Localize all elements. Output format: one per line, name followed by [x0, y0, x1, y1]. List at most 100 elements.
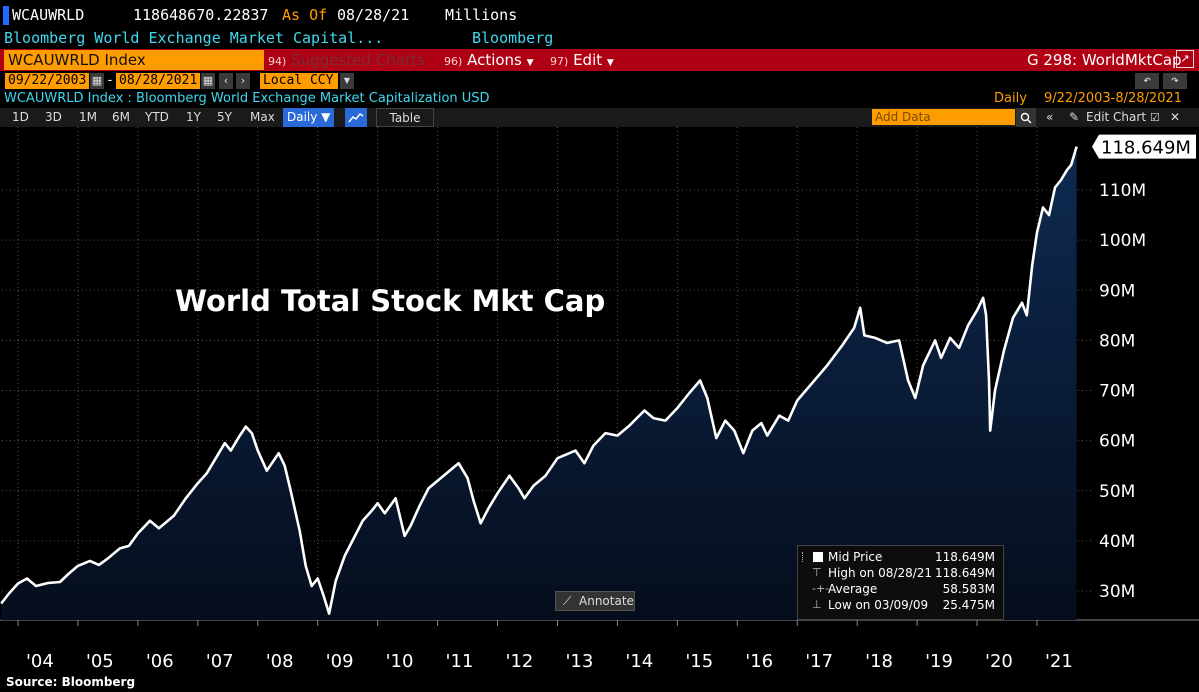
- edit-num: 97): [550, 55, 569, 68]
- suggested-charts-menu[interactable]: 94) Suggested Charts: [268, 50, 425, 70]
- edit-caret-icon: ▼: [606, 58, 614, 68]
- legend-name: High on 08/28/21: [828, 566, 933, 580]
- legend-row-average: -+- Average 58.583M: [798, 581, 1003, 597]
- x-tick-label: '06: [146, 651, 174, 672]
- legend-row-low: ⊥ Low on 03/09/09 25.475M: [798, 597, 1003, 613]
- annotate-button[interactable]: ⟋ Annotate: [555, 591, 635, 611]
- period-1d[interactable]: 1D: [12, 110, 29, 124]
- x-tick-label: '13: [565, 651, 593, 672]
- end-calendar-icon[interactable]: ▦: [201, 73, 215, 89]
- popout-icon[interactable]: ↗: [1176, 50, 1194, 68]
- low-marker-icon: ⊥: [812, 598, 822, 611]
- currency-caret-icon[interactable]: ▼: [340, 73, 354, 89]
- data-source: Bloomberg: [472, 29, 554, 47]
- x-tick-label: '11: [446, 651, 474, 672]
- checkbox-icon[interactable]: ☑: [1150, 111, 1160, 124]
- edit-chart-button[interactable]: Edit Chart: [1086, 110, 1147, 124]
- pencil-icon[interactable]: ✎: [1069, 110, 1080, 124]
- y-tick-label: 80M: [1099, 331, 1135, 351]
- legend-name: Average: [828, 582, 878, 596]
- y-tick-label: 50M: [1099, 482, 1135, 502]
- y-axis: 30M 40M 50M 60M 70M 80M 90M 100M 110M: [1099, 181, 1146, 602]
- annotate-label: Annotate: [579, 594, 634, 608]
- legend-value: 118.649M: [935, 550, 995, 564]
- table-button[interactable]: Table: [376, 108, 434, 127]
- period-ytd[interactable]: YTD: [145, 110, 169, 124]
- units-label: Millions: [445, 6, 518, 24]
- date-dash: -: [106, 73, 114, 88]
- legend-value: 118.649M: [935, 566, 995, 580]
- period-6m[interactable]: 6M: [112, 110, 130, 124]
- period-3d[interactable]: 3D: [45, 110, 62, 124]
- legend-name: Mid Price: [828, 550, 883, 564]
- annotate-pencil-icon: ⟋: [563, 594, 572, 608]
- last-value: 118648670.22837: [133, 6, 269, 24]
- x-tick-label: '19: [925, 651, 953, 672]
- as-of-label: As Of: [282, 6, 328, 24]
- price-legend: Mid Price 118.649M ⊤ High on 08/28/21 11…: [797, 545, 1004, 620]
- x-tick-label: '05: [86, 651, 114, 672]
- period-1y[interactable]: 1Y: [186, 110, 201, 124]
- last-value-label: 118.649M: [1101, 138, 1191, 159]
- edit-menu[interactable]: 97) Edit ▼: [550, 50, 614, 70]
- start-calendar-icon[interactable]: ▦: [90, 73, 104, 89]
- redo-icon[interactable]: ↷: [1163, 73, 1187, 89]
- as-of-date: 08/28/21: [337, 6, 410, 24]
- last-value-callout: 118.649M: [1092, 134, 1196, 159]
- chart-date-range: 9/22/2003-8/28/2021: [1044, 91, 1183, 106]
- period-max[interactable]: Max: [250, 110, 275, 124]
- x-tick-label: '09: [326, 651, 354, 672]
- legend-value: 58.583M: [942, 582, 995, 596]
- x-tick-label: '10: [386, 651, 414, 672]
- page-id: G 298: WorldMktCap: [1027, 51, 1182, 69]
- high-marker-icon: ⊤: [812, 566, 822, 579]
- search-icon[interactable]: [1016, 108, 1036, 127]
- x-tick-label: '17: [805, 651, 833, 672]
- y-tick-label: 70M: [1099, 382, 1135, 402]
- frequency-select[interactable]: Daily ▼: [283, 108, 335, 127]
- legend-row-mid: Mid Price 118.649M: [798, 549, 1003, 565]
- period-5y[interactable]: 5Y: [217, 110, 232, 124]
- security-field[interactable]: WCAUWRLD Index: [4, 50, 264, 70]
- y-tick-label: 40M: [1099, 532, 1135, 552]
- average-marker-icon: -+-: [812, 582, 830, 595]
- x-tick-label: '12: [506, 651, 534, 672]
- period-1m[interactable]: 1M: [79, 110, 97, 124]
- suggested-num: 94): [268, 55, 287, 68]
- x-tick-label: '16: [745, 651, 773, 672]
- y-tick-label: 100M: [1099, 231, 1146, 251]
- currency-select[interactable]: Local CCY: [260, 73, 338, 89]
- legend-name: Low on 03/09/09: [828, 598, 929, 612]
- collapse-icon[interactable]: «: [1046, 110, 1054, 124]
- undo-icon[interactable]: ↶: [1135, 73, 1159, 89]
- source-note: Source: Bloomberg: [6, 675, 136, 689]
- chart-description: WCAUWRLD Index : Bloomberg World Exchang…: [4, 91, 490, 106]
- prev-period-icon[interactable]: ‹: [219, 73, 233, 89]
- edit-label: Edit: [573, 51, 603, 69]
- x-tick-label: '04: [26, 651, 54, 672]
- actions-menu[interactable]: 96) Actions ▼: [444, 50, 534, 70]
- next-period-icon[interactable]: ›: [236, 73, 250, 89]
- security-long-name: Bloomberg World Exchange Market Capital.…: [4, 29, 384, 47]
- x-tick-label: '21: [1045, 651, 1073, 672]
- actions-num: 96): [444, 55, 463, 68]
- end-date-input[interactable]: 08/28/2021: [116, 73, 201, 89]
- x-axis: '04 '05 '06 '07 '08 '09 '10 '11 '12 '13 '14 '15 '16 '…: [17, 620, 1073, 672]
- toolbar-close-icon[interactable]: ✕: [1170, 110, 1181, 124]
- suggested-label: Suggested Charts: [291, 51, 425, 69]
- start-date-input[interactable]: 09/22/2003: [5, 73, 90, 89]
- add-data-input[interactable]: Add Data: [872, 109, 1015, 125]
- legend-row-high: ⊤ High on 08/28/21 118.649M: [798, 565, 1003, 581]
- ticker-symbol: WCAUWRLD: [12, 6, 85, 24]
- y-tick-label: 110M: [1099, 181, 1146, 201]
- y-tick-label: 60M: [1099, 432, 1135, 452]
- x-tick-label: '15: [685, 651, 713, 672]
- series-area-fill: [1, 146, 1077, 620]
- chart-frequency: Daily: [994, 91, 1027, 106]
- actions-label: Actions: [467, 51, 522, 69]
- y-tick-label: 30M: [1099, 582, 1135, 602]
- drag-handle-icon[interactable]: [802, 552, 810, 562]
- series-swatch-icon: [813, 552, 823, 562]
- line-chart-icon[interactable]: [345, 108, 367, 127]
